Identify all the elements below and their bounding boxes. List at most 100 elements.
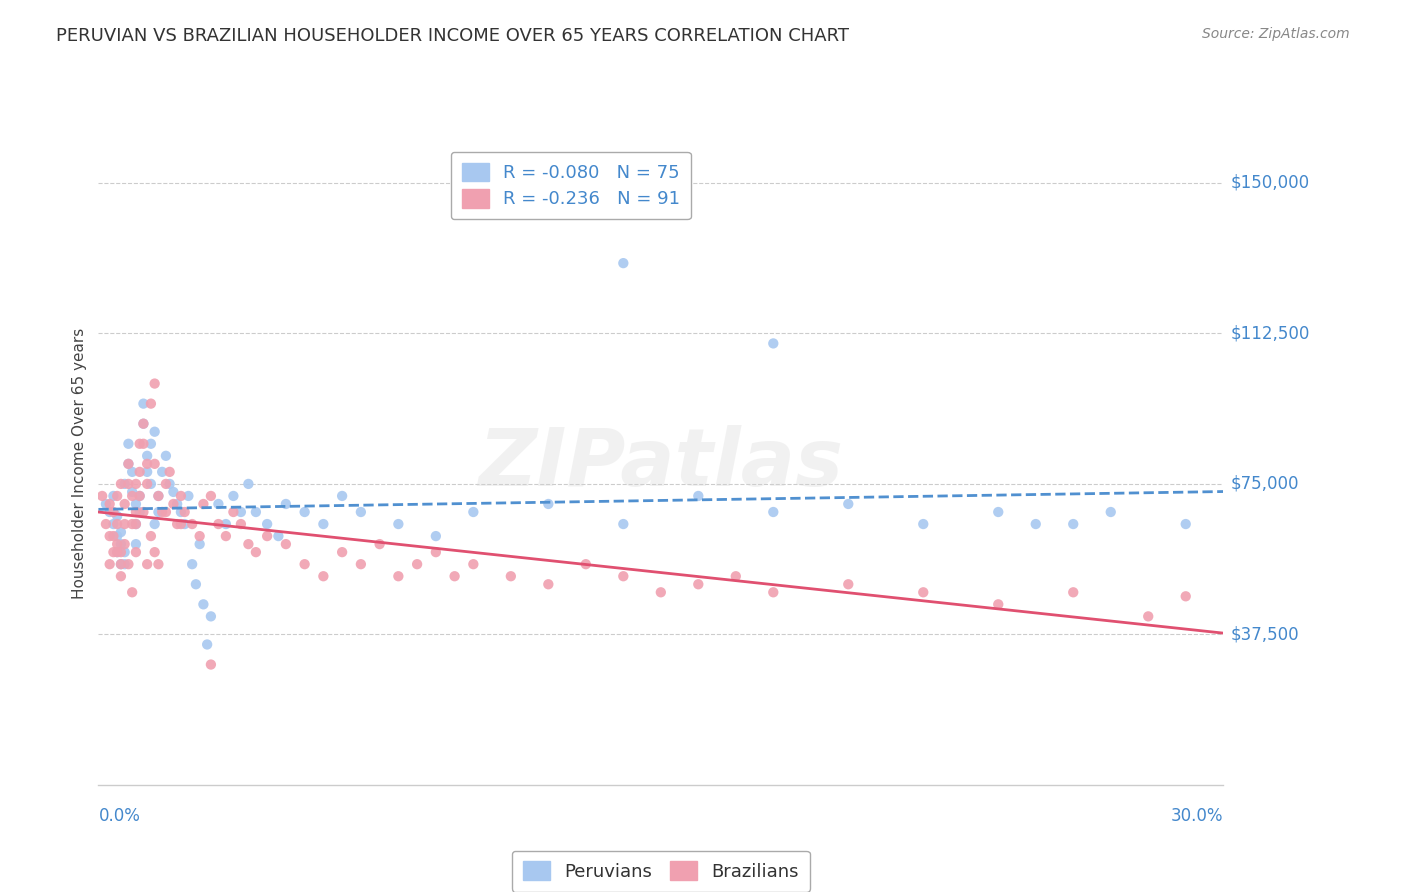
Point xyxy=(132,417,155,431)
Point xyxy=(136,449,159,463)
Point xyxy=(125,516,148,531)
Point xyxy=(105,545,128,559)
Point xyxy=(162,485,184,500)
Point xyxy=(1025,516,1047,531)
Point xyxy=(105,545,128,559)
Point xyxy=(181,516,204,531)
Text: PERUVIAN VS BRAZILIAN HOUSEHOLDER INCOME OVER 65 YEARS CORRELATION CHART: PERUVIAN VS BRAZILIAN HOUSEHOLDER INCOME… xyxy=(56,27,849,45)
Point xyxy=(650,585,672,599)
Point xyxy=(238,476,260,491)
Point xyxy=(294,557,316,572)
Point xyxy=(105,516,128,531)
Point xyxy=(837,497,859,511)
Point xyxy=(136,476,159,491)
Text: $75,000: $75,000 xyxy=(1230,475,1299,493)
Point xyxy=(125,497,148,511)
Point xyxy=(136,457,159,471)
Point xyxy=(91,489,114,503)
Point xyxy=(110,557,132,572)
Point xyxy=(575,557,598,572)
Point xyxy=(387,569,409,583)
Point xyxy=(148,489,170,503)
Point xyxy=(128,489,150,503)
Point xyxy=(150,505,173,519)
Point xyxy=(188,537,211,551)
Point xyxy=(837,577,859,591)
Point xyxy=(143,545,166,559)
Point xyxy=(350,505,373,519)
Point xyxy=(912,516,935,531)
Point xyxy=(207,497,229,511)
Point xyxy=(148,489,170,503)
Point xyxy=(132,417,155,431)
Point xyxy=(128,505,150,519)
Point xyxy=(105,508,128,523)
Point xyxy=(125,516,148,531)
Point xyxy=(987,598,1010,612)
Point xyxy=(117,457,139,471)
Point xyxy=(1062,516,1084,531)
Point xyxy=(155,505,177,519)
Point xyxy=(207,516,229,531)
Point xyxy=(143,376,166,391)
Point xyxy=(103,529,125,543)
Point xyxy=(688,577,710,591)
Point xyxy=(125,537,148,551)
Point xyxy=(114,516,136,531)
Point xyxy=(125,505,148,519)
Point xyxy=(222,489,245,503)
Point xyxy=(215,516,238,531)
Point xyxy=(105,537,128,551)
Point xyxy=(184,577,207,591)
Point xyxy=(155,476,177,491)
Point xyxy=(139,476,162,491)
Point xyxy=(110,557,132,572)
Point xyxy=(117,436,139,450)
Point xyxy=(688,489,710,503)
Y-axis label: Householder Income Over 65 years: Householder Income Over 65 years xyxy=(72,328,87,599)
Text: ZIPatlas: ZIPatlas xyxy=(478,425,844,503)
Point xyxy=(136,465,159,479)
Point xyxy=(612,256,634,270)
Point xyxy=(245,505,267,519)
Point xyxy=(222,505,245,519)
Point xyxy=(132,505,155,519)
Point xyxy=(117,476,139,491)
Point xyxy=(200,489,222,503)
Point xyxy=(103,505,125,519)
Point xyxy=(114,476,136,491)
Point xyxy=(148,557,170,572)
Text: $150,000: $150,000 xyxy=(1230,174,1309,192)
Point xyxy=(121,465,143,479)
Point xyxy=(499,569,522,583)
Point xyxy=(159,476,181,491)
Point xyxy=(463,505,485,519)
Point xyxy=(294,505,316,519)
Point xyxy=(110,476,132,491)
Point xyxy=(110,537,132,551)
Point xyxy=(229,516,252,531)
Point xyxy=(117,457,139,471)
Point xyxy=(256,529,278,543)
Point xyxy=(612,569,634,583)
Point xyxy=(114,557,136,572)
Point xyxy=(110,524,132,539)
Point xyxy=(170,489,193,503)
Point xyxy=(195,637,218,651)
Point xyxy=(139,529,162,543)
Point xyxy=(173,516,195,531)
Point xyxy=(132,396,155,410)
Point xyxy=(912,585,935,599)
Point xyxy=(425,529,447,543)
Point xyxy=(128,465,150,479)
Point xyxy=(110,569,132,583)
Point xyxy=(166,497,188,511)
Text: Source: ZipAtlas.com: Source: ZipAtlas.com xyxy=(1202,27,1350,41)
Text: 30.0%: 30.0% xyxy=(1171,807,1223,825)
Point xyxy=(125,476,148,491)
Point xyxy=(103,489,125,503)
Point xyxy=(267,529,290,543)
Point xyxy=(121,489,143,503)
Point xyxy=(229,505,252,519)
Point xyxy=(537,497,560,511)
